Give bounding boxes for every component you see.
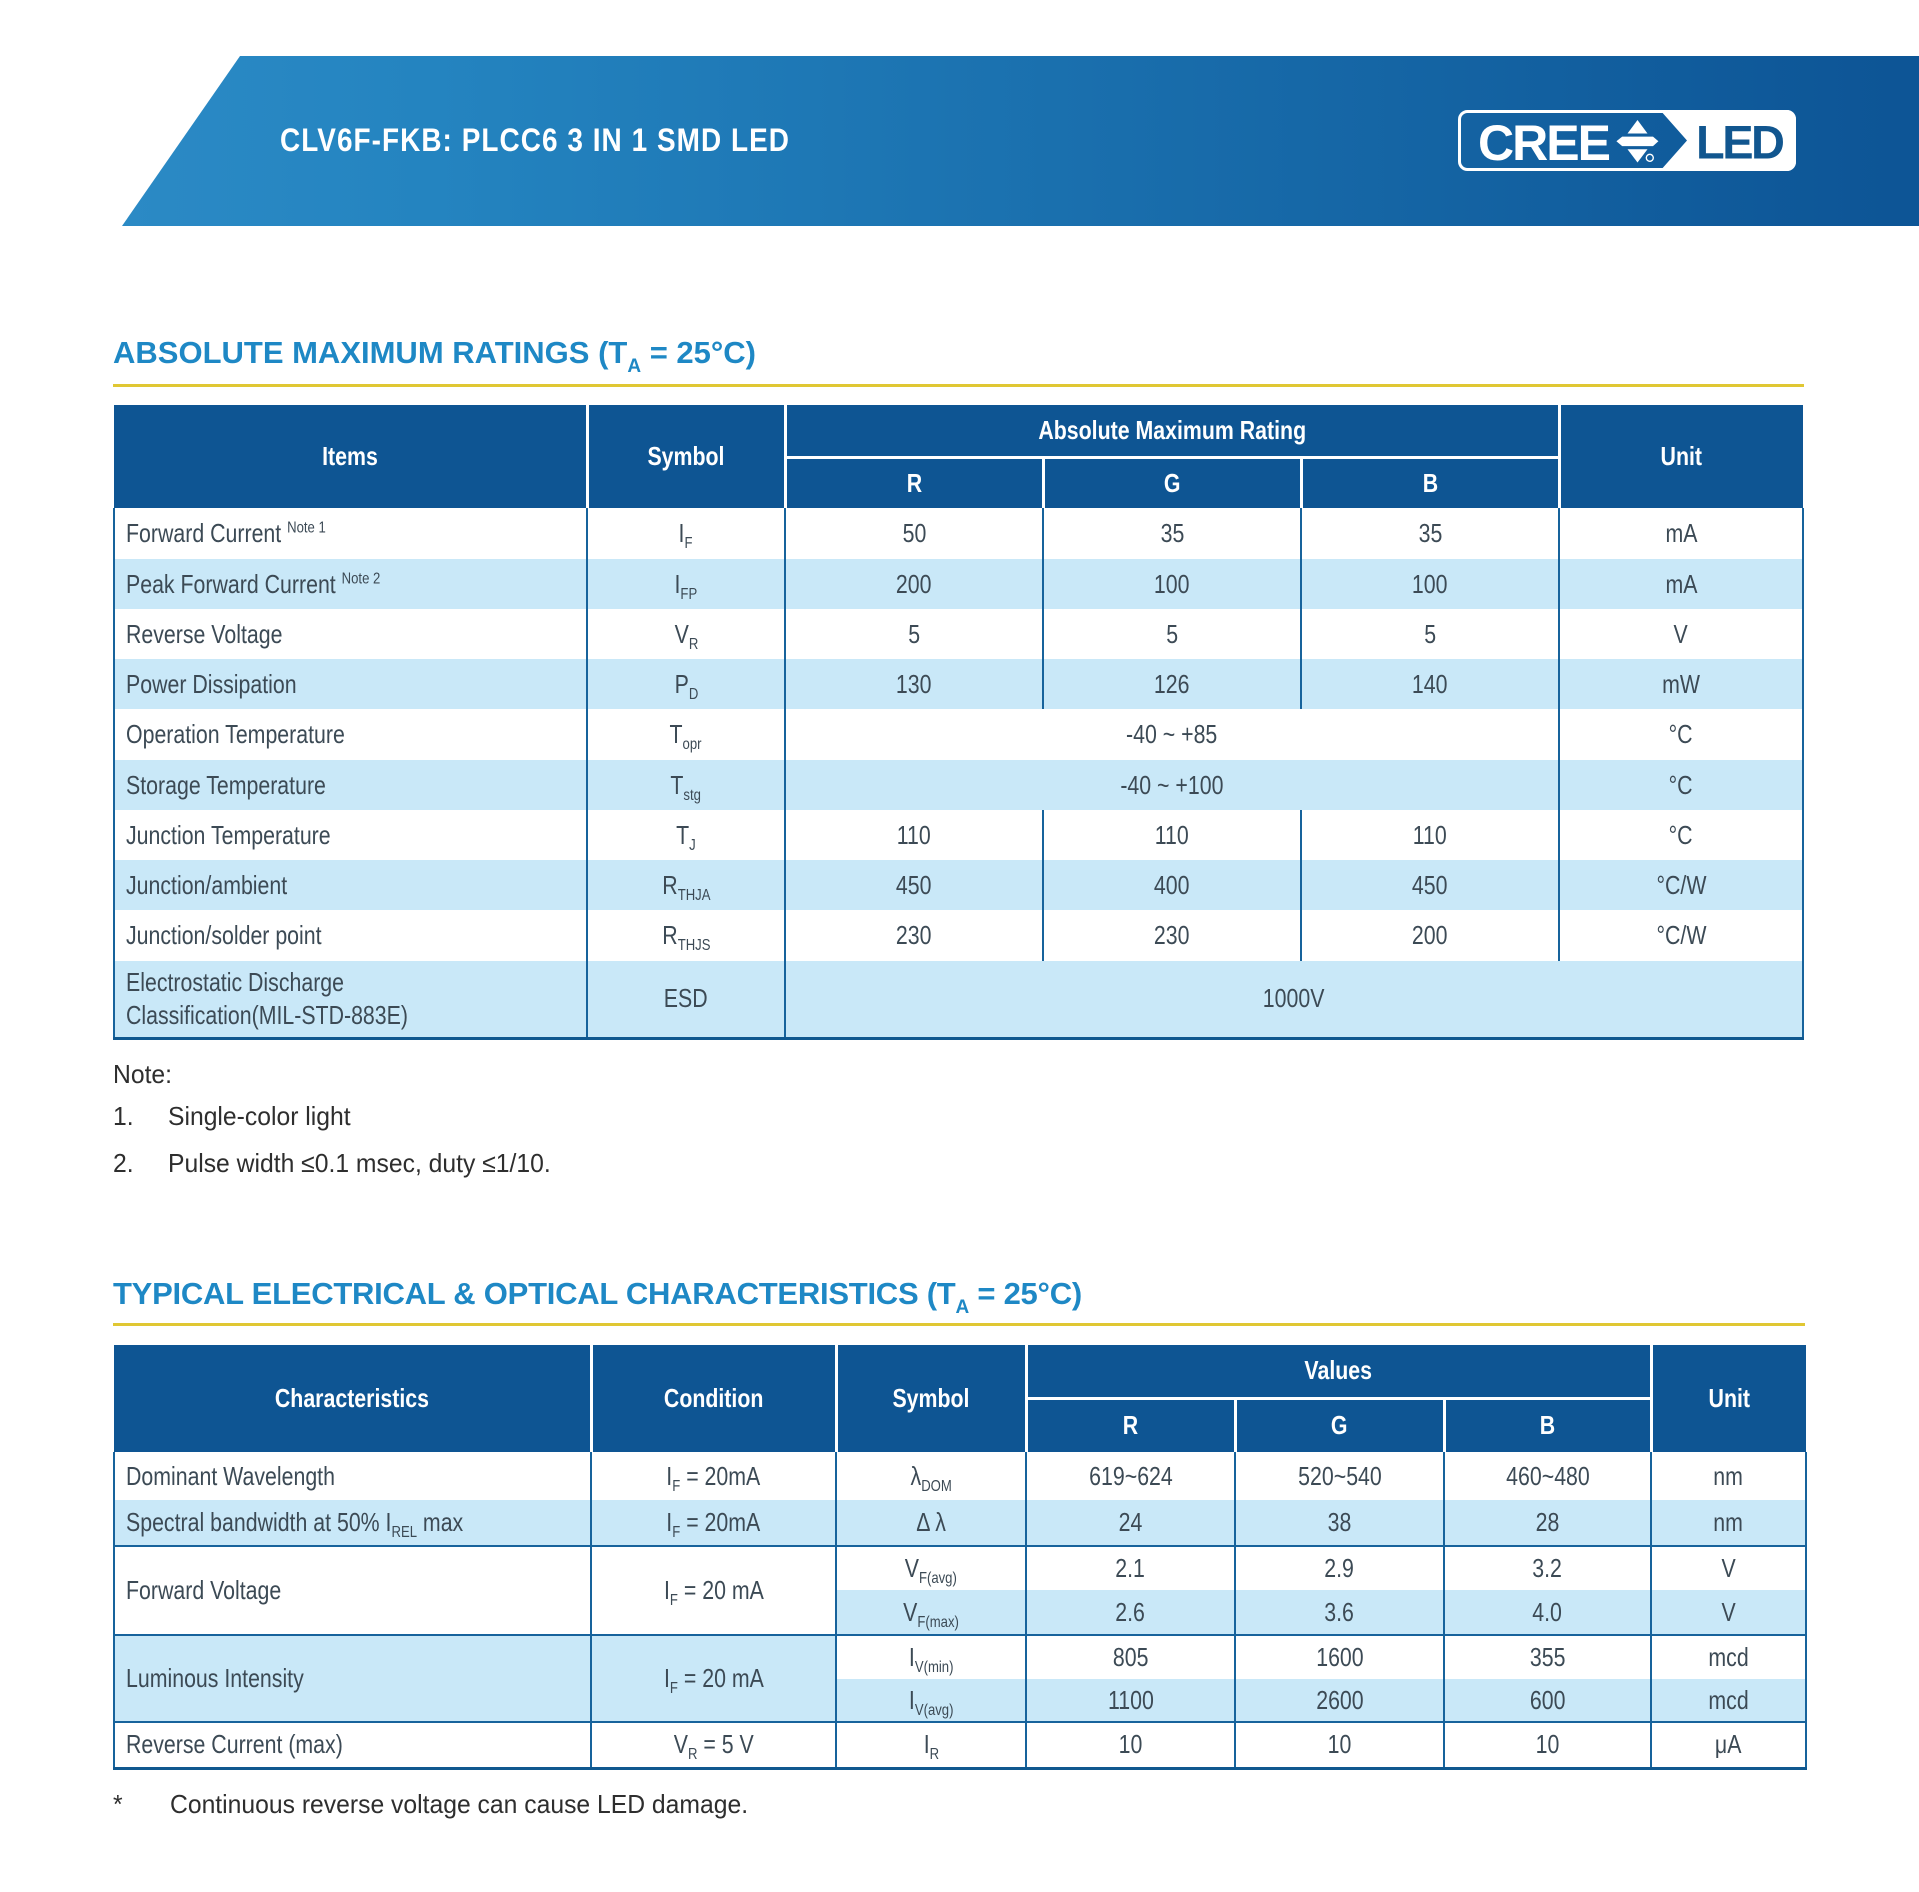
svg-text:CREE: CREE (1478, 115, 1610, 171)
svg-text:LED: LED (1696, 116, 1783, 169)
